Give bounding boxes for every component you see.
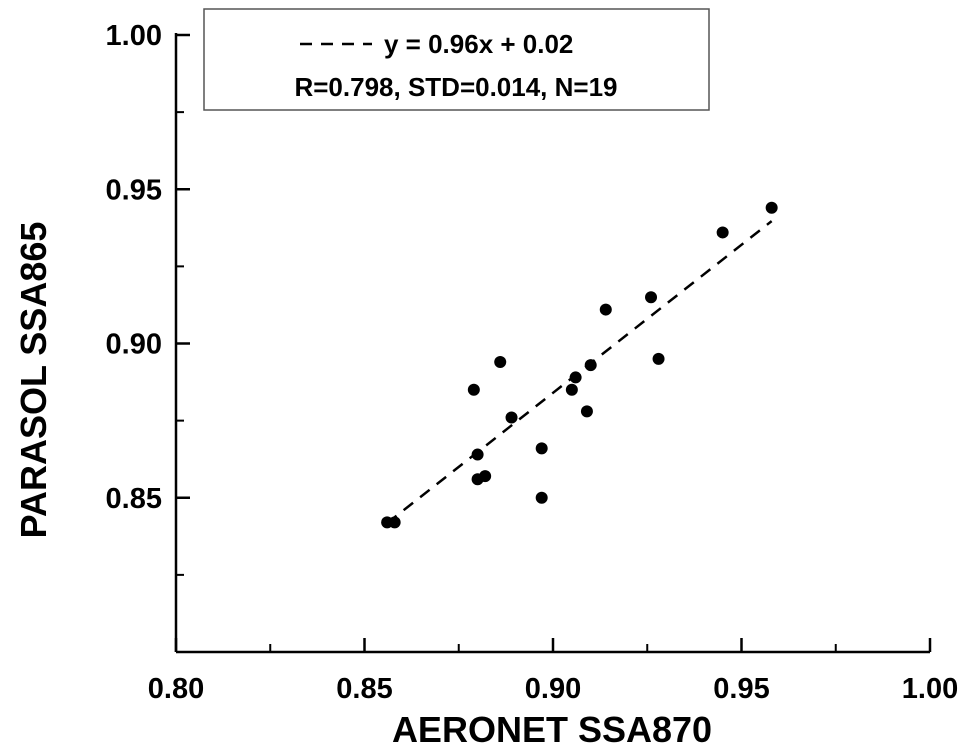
y-tick-label: 0.95 (106, 174, 162, 206)
y-tick-label: 1.00 (106, 20, 162, 52)
data-point (535, 491, 548, 504)
data-point (765, 201, 778, 214)
x-tick-label: 0.85 (336, 673, 392, 705)
fit-line (386, 220, 773, 525)
data-point (494, 356, 507, 369)
data-point (565, 383, 578, 396)
legend-stats-label: R=0.798, STD=0.014, N=19 (294, 72, 617, 102)
data-point (388, 516, 401, 529)
y-axis-title: PARASOL SSA865 (13, 222, 54, 539)
data-point (471, 448, 484, 461)
legend: y = 0.96x + 0.02 R=0.798, STD=0.014, N=1… (203, 8, 710, 111)
legend-box (203, 8, 710, 111)
fit-line-layer (386, 220, 773, 525)
x-tick-label: 1.00 (902, 673, 958, 705)
axes: 0.80 0.85 0.90 0.95 1.00 0.85 0.90 0.95 1.00 (106, 20, 959, 705)
data-point (645, 291, 658, 304)
y-tick-label: 0.90 (106, 329, 162, 361)
data-point (716, 226, 729, 239)
data-point (479, 470, 492, 483)
data-point (580, 405, 593, 418)
x-tick-label: 0.95 (713, 673, 769, 705)
data-point (599, 303, 612, 316)
x-tick-label: 0.90 (525, 673, 581, 705)
data-point (569, 371, 582, 384)
points-layer (381, 201, 778, 529)
data-point (652, 352, 665, 365)
data-point (505, 411, 518, 424)
x-axis-title: AERONET SSA870 (392, 709, 712, 750)
data-point (467, 383, 480, 396)
data-point (584, 359, 597, 372)
data-point (535, 442, 548, 455)
legend-fit-label: y = 0.96x + 0.02 (384, 29, 573, 59)
x-tick-label: 0.80 (148, 673, 204, 705)
y-tick-label: 0.85 (106, 483, 162, 515)
